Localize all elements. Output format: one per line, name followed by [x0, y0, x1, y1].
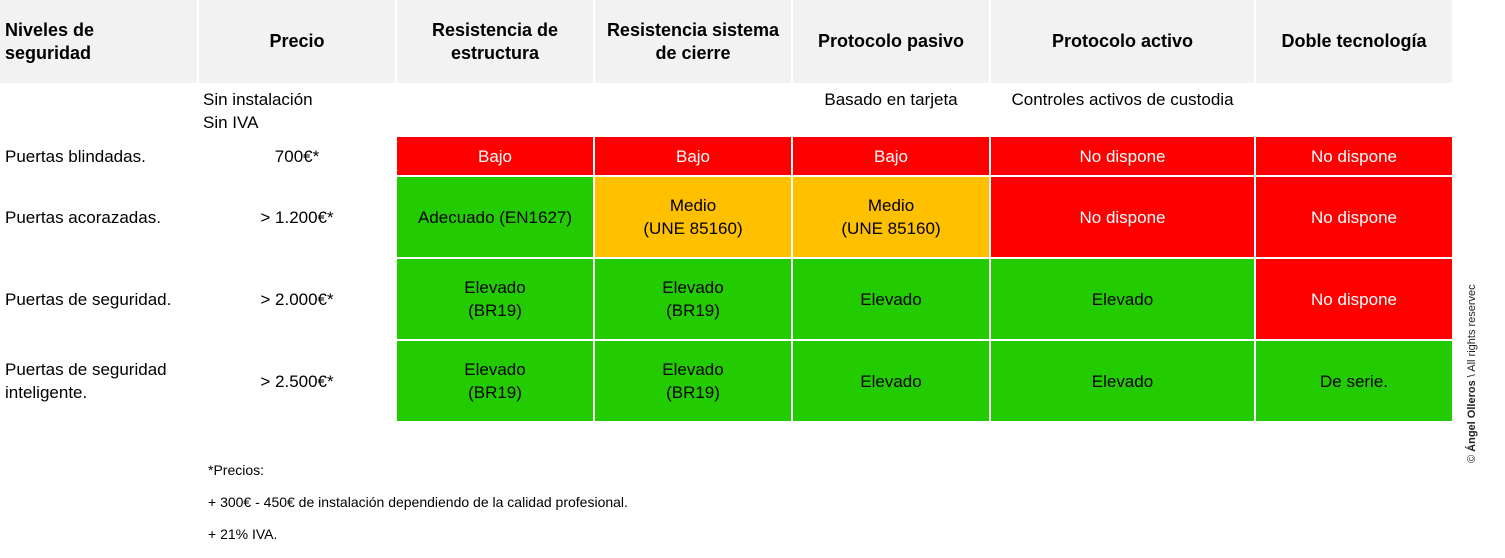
note-line: + 300€ - 450€ de instalación dependiendo…	[208, 494, 628, 510]
cell-lock: Elevado (BR19)	[595, 341, 791, 421]
row-price: 700€*	[274, 146, 320, 166]
cell-lock: Elevado (BR19)	[595, 259, 791, 339]
cell-lock: Bajo	[595, 137, 791, 175]
cell-dual: No dispone	[1256, 259, 1452, 339]
cell-passive: Elevado	[793, 259, 989, 339]
cell-active: Elevado	[991, 259, 1254, 339]
subheader-active: Controles activos de custodia	[1011, 90, 1234, 109]
cell-dual: No dispone	[1256, 177, 1452, 257]
copyright-symbol: ©	[1466, 451, 1478, 463]
row-level: Puertas de seguridad inteligente.	[5, 360, 167, 402]
cell-structure: Adecuado (EN1627)	[397, 177, 593, 257]
cell-active: No dispone	[991, 177, 1254, 257]
cell-dual: No dispone	[1256, 137, 1452, 175]
cell-structure: Bajo	[397, 137, 593, 175]
header-active: Protocolo activo	[991, 0, 1254, 83]
row-price: > 2.000€*	[260, 289, 334, 309]
cell-structure: Elevado (BR19)	[397, 259, 593, 339]
cell-passive: Elevado	[793, 341, 989, 421]
row-level: Puertas de seguridad.	[5, 289, 172, 309]
header-level: Niveles de seguridad	[0, 0, 197, 83]
row-price: > 2.500€*	[260, 371, 334, 391]
header-lock: Resistencia sistema de cierre	[595, 0, 791, 83]
copyright-rest: \ All rights reservec	[1466, 284, 1478, 381]
row-level: Puertas acorazadas.	[5, 207, 161, 227]
note-line: *Precios:	[208, 462, 265, 478]
row-level: Puertas blindadas.	[5, 146, 146, 166]
price-notes: *Precios: + 300€ - 450€ de instalación d…	[208, 446, 628, 558]
copyright-notice: © Ángel Olleros \ All rights reservec	[1466, 284, 1478, 463]
cell-structure: Elevado (BR19)	[397, 341, 593, 421]
row-price: > 1.200€*	[260, 207, 334, 227]
header-dual: Doble tecnología	[1256, 0, 1452, 83]
cell-lock: Medio (UNE 85160)	[595, 177, 791, 257]
copyright-author: Ángel Olleros	[1466, 380, 1478, 452]
subheader-passive: Basado en tarjeta	[824, 90, 958, 109]
header-price: Precio	[199, 0, 395, 83]
note-line: + 21% IVA.	[208, 526, 278, 542]
cell-dual: De serie.	[1256, 341, 1452, 421]
header-passive: Protocolo pasivo	[793, 0, 989, 83]
cell-active: No dispone	[991, 137, 1254, 175]
header-structure: Resistencia de estructura	[397, 0, 593, 83]
subheader-price: Sin instalación Sin IVA	[203, 90, 313, 132]
cell-active: Elevado	[991, 341, 1254, 421]
cell-passive: Bajo	[793, 137, 989, 175]
cell-passive: Medio (UNE 85160)	[793, 177, 989, 257]
